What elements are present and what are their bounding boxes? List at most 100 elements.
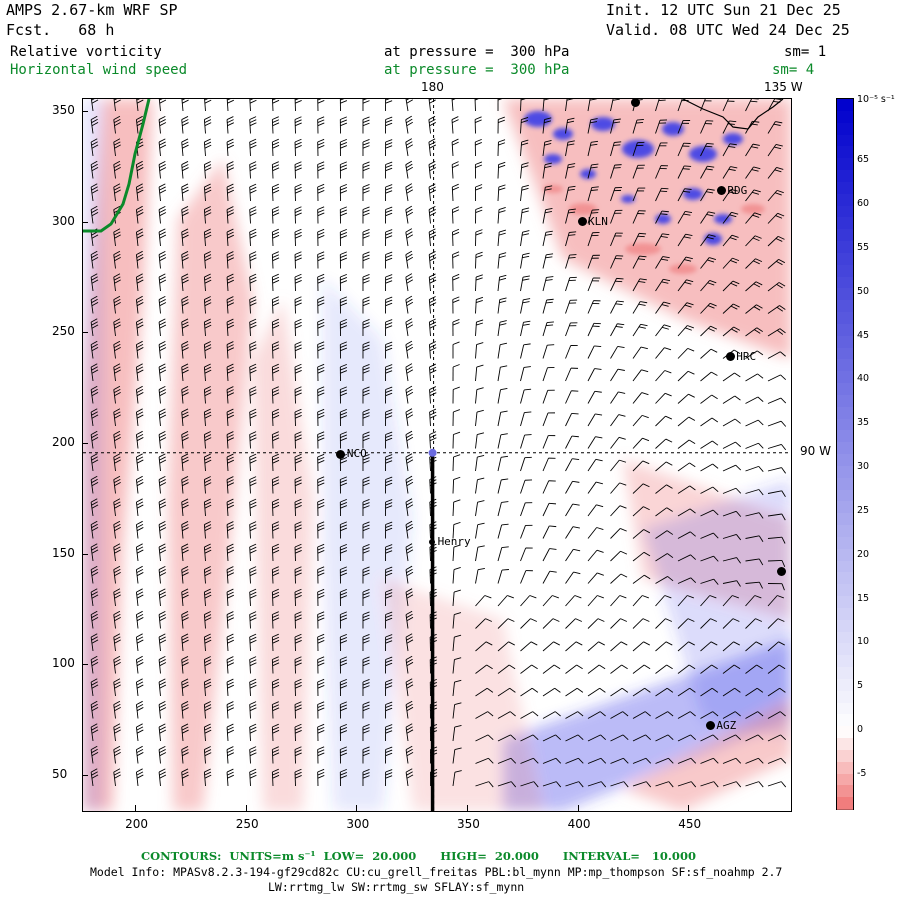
wind-barb [90, 183, 99, 202]
wind-barb [113, 700, 121, 719]
wind-barb [203, 521, 212, 539]
wind-barb [385, 296, 393, 314]
wind-barb [520, 116, 529, 134]
wind-barb [181, 768, 189, 787]
wind-barb [677, 347, 695, 359]
wind-barb [362, 521, 370, 539]
wind-barb [362, 206, 370, 224]
wind-barb [497, 781, 517, 788]
colorbar-swatch [837, 797, 853, 811]
wind-barb [677, 393, 695, 404]
wind-barb [745, 489, 764, 496]
wind-barb [90, 475, 99, 494]
wind-barb [135, 250, 144, 269]
x-axis-tick-label: 300 [346, 817, 370, 831]
wind-barb [722, 510, 742, 517]
wind-barb [520, 547, 533, 562]
wind-barb [181, 656, 189, 674]
wind-barb [181, 521, 189, 539]
wind-barb [249, 363, 257, 382]
wind-barb [405, 678, 414, 697]
wind-barb [700, 302, 717, 314]
wind-barb [181, 386, 189, 404]
wind-barb [339, 228, 348, 247]
wind-barb [203, 701, 212, 719]
wind-barb [565, 345, 578, 359]
wind-barb [542, 480, 556, 494]
wind-barb [745, 558, 764, 566]
wind-barb [722, 418, 741, 427]
wind-barb [405, 205, 414, 224]
lon-label-180: 180 [421, 80, 444, 94]
wind-barb [405, 588, 414, 607]
wind-barb [385, 611, 393, 629]
wind-barb [113, 723, 121, 742]
wind-barb [677, 554, 697, 562]
wind-barb [452, 499, 461, 517]
wind-barb [203, 678, 212, 697]
wind-barb [587, 641, 605, 652]
wind-barb [587, 231, 600, 247]
wind-barb [497, 342, 508, 359]
wind-barb [475, 664, 493, 674]
vorticity-cell-negative [622, 140, 654, 158]
wind-barb [722, 234, 739, 247]
wind-barb [90, 160, 99, 179]
field1-level: at pressure = 300 hPa [384, 44, 570, 60]
wind-barb [271, 768, 280, 787]
wind-barb [339, 633, 348, 652]
wind-barb [722, 441, 741, 449]
wind-barb [362, 566, 370, 584]
wind-barb [405, 318, 414, 337]
wind-barb [767, 711, 786, 719]
wind-barb [767, 664, 786, 674]
wind-barb [475, 409, 484, 427]
wind-barb [677, 256, 693, 269]
wind-barb [226, 431, 234, 449]
wind-barb [587, 572, 604, 584]
wind-barb [317, 251, 325, 269]
wind-barb [632, 323, 648, 337]
wind-barb [317, 633, 325, 652]
wind-barb [655, 165, 668, 179]
wind-barb [158, 520, 167, 539]
wind-barb [362, 319, 370, 337]
wind-barb [181, 161, 189, 179]
wind-barb [745, 99, 759, 112]
wind-barb [767, 757, 787, 764]
wind-barb [565, 117, 575, 134]
wind-barb [226, 228, 234, 247]
wind-barb [677, 664, 696, 674]
wind-barb [158, 340, 167, 359]
wind-barb [226, 341, 234, 359]
wind-barb [497, 455, 509, 472]
station-label: KLN [588, 214, 608, 228]
wind-barb [542, 595, 559, 607]
station-label: AGZ [716, 718, 737, 732]
wind-barb [745, 535, 764, 542]
wind-barb [385, 206, 393, 224]
wind-barb [632, 346, 648, 359]
wind-barb [90, 655, 99, 674]
wind-barb [610, 734, 629, 742]
wind-barb [317, 498, 325, 517]
wind-barb [203, 746, 212, 764]
wind-barb [497, 139, 506, 157]
wind-barb [271, 588, 280, 607]
wind-barb [428, 205, 437, 224]
wind-barb [542, 664, 561, 674]
wind-barb [405, 408, 414, 427]
wind-barb [204, 99, 212, 112]
wind-barb [565, 412, 579, 427]
wind-barb [249, 251, 257, 269]
wind-barb [587, 504, 604, 517]
wind-barb [294, 251, 302, 269]
wind-barb [632, 164, 645, 179]
wind-barb [745, 581, 763, 589]
wind-barb [317, 566, 325, 584]
wind-barb [339, 543, 348, 562]
wind-barb [339, 521, 348, 539]
wind-barb [271, 251, 280, 269]
y-axis-tick-label: 300 [52, 213, 75, 228]
wind-barb [677, 757, 697, 764]
